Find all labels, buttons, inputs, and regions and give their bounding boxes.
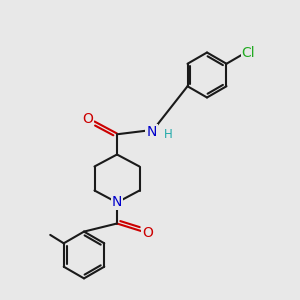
Text: O: O bbox=[82, 112, 93, 126]
Text: N: N bbox=[112, 196, 122, 209]
Text: O: O bbox=[142, 226, 153, 240]
Text: N: N bbox=[146, 125, 157, 139]
Text: Cl: Cl bbox=[242, 46, 255, 60]
Text: H: H bbox=[164, 128, 172, 141]
